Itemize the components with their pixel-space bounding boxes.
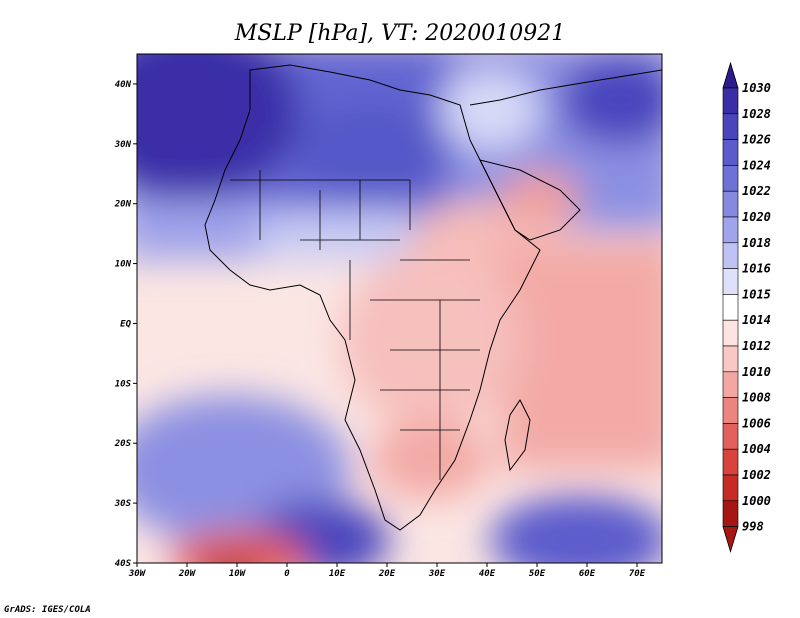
colorbar-swatch [722,319,739,347]
arabia-coastline [479,159,581,241]
eurasia-coastline [469,69,662,106]
lat-tick-label: 20S [114,439,132,449]
colorbar-label: 1022 [742,184,771,198]
colorbar-swatch [722,474,739,502]
lon-tick-label: 30W [128,569,147,579]
colorbar-label: 1026 [742,133,771,147]
colorbar-label: 1015 [742,287,771,301]
lon-tick-label: 20W [178,569,197,579]
lat-tick-label: EQ [120,319,131,329]
pressure-field [137,54,662,563]
lon-tick-label: 30E [428,569,446,579]
colorbar-label: 1012 [742,339,771,353]
colorbar-label: 998 [742,520,764,534]
colorbar-arrow-top [722,61,739,89]
colorbar-swatch [722,113,739,140]
africa-coastline [204,64,541,531]
colorbar-swatch [722,242,739,269]
colorbar: 1030 1028 1026 1024 1022 1020 1018 1016 1015 1014… [722,61,771,553]
lon-tick-label: 50E [529,569,546,579]
lat-tick-label: 10S [115,379,132,389]
lon-tick-label: 60E [579,569,596,579]
lon-tick-label: 70E [629,569,646,579]
lon-tick-label: 40E [479,569,496,579]
map-title: MSLP [hPa], VT: 2020010921 [234,21,565,46]
colorbar-label: 1024 [742,158,771,172]
lat-tick-label: 40S [115,559,132,569]
colorbar-swatch [722,216,739,244]
colorbar-swatch [722,500,739,527]
colorbar-swatch [722,294,739,321]
lon-tick-label: 20E [378,569,396,579]
lat-tick-label: 10N [115,260,132,270]
colorbar-label: 1004 [742,442,771,456]
map-panel [137,54,662,563]
latitude-axis: 40N 30N 20N 10N EQ 10S 20S 30S 40S [114,80,137,569]
lat-tick-label: 20N [114,200,132,210]
colorbar-swatch [722,139,739,166]
colorbar-arrow-bottom [722,526,739,553]
longitude-axis: 30W 20W 10W 0 10E 20E 30E 40E 50E 60E 70E [128,563,646,579]
lat-tick-label: 30N [114,140,132,150]
colorbar-swatch [722,371,739,398]
colorbar-swatch [722,448,739,476]
colorbar-swatch [722,87,739,115]
country-borders [230,170,480,480]
lat-tick-label: 30S [114,499,132,509]
colorbar-label: 1030 [742,81,771,95]
lon-tick-label: 0 [284,569,290,579]
colorbar-label: 1014 [742,313,771,327]
colorbar-label: 1006 [742,416,771,430]
colorbar-swatch [722,165,739,192]
lon-tick-label: 10W [229,569,247,579]
grads-credit: GrADS: IGES/COLA [4,605,91,615]
lat-tick-label: 40N [115,80,132,90]
colorbar-label: 1018 [742,236,771,250]
colorbar-label: 1002 [742,468,771,482]
lon-tick-label: 10E [329,569,346,579]
coastlines [204,64,662,531]
colorbar-swatch [722,423,739,450]
colorbar-label: 1000 [742,494,771,508]
madagascar-coastline [504,399,531,472]
colorbar-swatch [722,190,739,218]
colorbar-label: 1008 [742,391,771,405]
colorbar-label: 1010 [742,365,771,379]
map-frame [136,53,663,564]
colorbar-label: 1028 [742,107,771,121]
colorbar-swatch [722,268,739,295]
colorbar-label: 1016 [742,262,771,276]
colorbar-label: 1020 [742,210,771,224]
colorbar-swatch [722,397,739,424]
colorbar-swatch [722,345,739,373]
